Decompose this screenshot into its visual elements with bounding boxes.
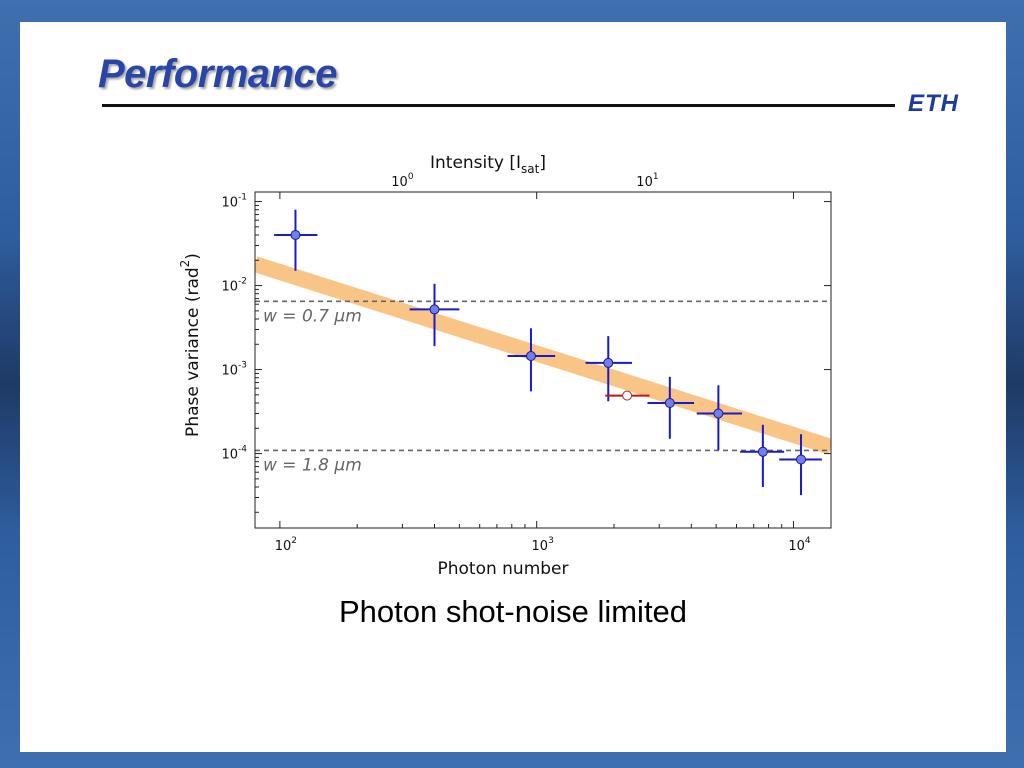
data-points-layer <box>274 209 822 496</box>
x-tick-label-0: 102 <box>275 536 297 554</box>
reference-lines-layer: w = 0.7 μm w = 1.8 μm <box>255 300 831 475</box>
y-tick-label-2: 10-3 <box>221 361 247 379</box>
x-tick-label-1: 103 <box>532 536 554 554</box>
x-tick-label-0-base: 10 <box>275 539 292 554</box>
slide: Performance ETH w = 0.7 μm w = 1.8 μm 102… <box>20 22 1006 752</box>
top-axis-label-sub: sat <box>521 162 540 176</box>
plot-frame <box>254 191 832 529</box>
y-tick-label-0-exp: -1 <box>238 193 247 203</box>
data-point-0-0 <box>290 229 301 240</box>
slide-title: Performance <box>98 52 338 96</box>
data-point-0-5 <box>713 408 724 419</box>
y-tick-label-1: 10-2 <box>221 277 247 295</box>
y-tick-label-2-base: 10 <box>221 364 238 379</box>
y-axis-label-sup: 2 <box>178 260 192 268</box>
x-tick-label-2-exp: 4 <box>805 536 811 546</box>
y-tick-label-0-base: 10 <box>221 196 238 211</box>
y-axis-label-main: Phase variance (rad <box>183 267 203 437</box>
title-rule <box>102 104 895 107</box>
y-tick-label-3-base: 10 <box>221 448 238 463</box>
x-tick-label-1-exp: 3 <box>548 536 554 546</box>
phase-variance-chart: w = 0.7 μmw = 1.8 μm 102 103 10410-110-210… <box>178 153 832 579</box>
y-tick-label-0: 10-1 <box>221 193 247 211</box>
top-tick-label-0-base: 10 <box>391 175 408 190</box>
y-axis-label-close: ) <box>183 253 203 260</box>
top-axis-label-close: ] <box>539 153 546 173</box>
y-tick-label-1-base: 10 <box>221 280 238 295</box>
data-point-0-4 <box>664 397 675 408</box>
top-tick-label-0: 100 <box>391 172 414 190</box>
x-tick-label-1-base: 10 <box>532 539 549 554</box>
y-tick-label-2-exp: -3 <box>238 361 247 371</box>
y-axis-label: Phase variance (rad2) <box>178 253 203 437</box>
top-tick-label-1-base: 10 <box>636 175 653 190</box>
data-point-0-7 <box>796 454 807 465</box>
slide-caption: Photon shot-noise limited <box>338 594 688 629</box>
data-point-1-0 <box>622 390 633 401</box>
eth-logo: ETH <box>908 90 959 117</box>
y-tick-label-3: 10-4 <box>221 445 247 463</box>
data-point-0-3 <box>603 357 614 368</box>
top-tick-label-1-exp: 1 <box>653 172 659 182</box>
data-point-0-1 <box>429 304 440 315</box>
data-point-0-6 <box>757 446 768 457</box>
x-tick-label-0-exp: 2 <box>291 536 297 546</box>
data-point-0-2 <box>525 351 536 362</box>
top-axis-label: Intensity [Isat] <box>430 153 546 176</box>
top-axis-label-main: Intensity [I <box>430 153 521 173</box>
y-tick-label-3-exp: -4 <box>238 445 247 455</box>
reference-line-label-2: w = 1.8 μm <box>263 455 362 475</box>
top-tick-label-1: 101 <box>636 172 658 190</box>
reference-line-label-1: w = 0.7 μm <box>263 306 362 326</box>
y-tick-label-1-exp: -2 <box>238 277 247 287</box>
x-axis-label: Photon number <box>437 559 568 579</box>
x-tick-label-2-base: 10 <box>788 539 805 554</box>
top-tick-label-0-exp: 0 <box>408 172 414 182</box>
x-tick-label-2: 104 <box>788 536 811 554</box>
